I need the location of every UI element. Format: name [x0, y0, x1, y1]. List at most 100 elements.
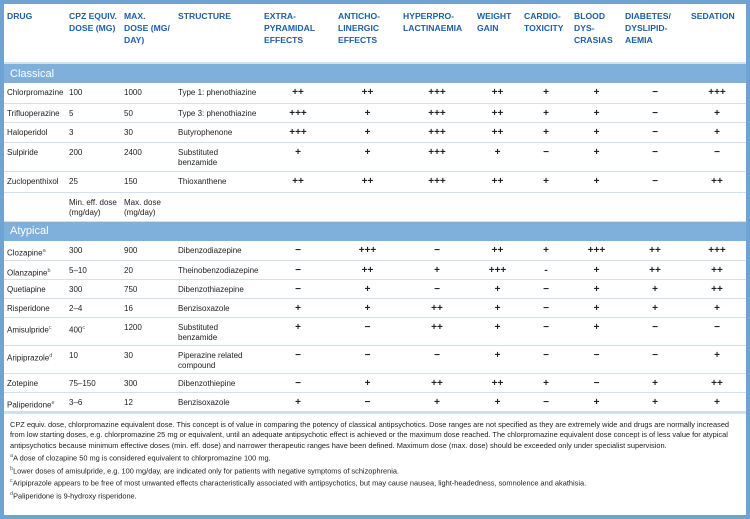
dose-value: 200 [69, 147, 83, 157]
drug-name: Sulpiride [7, 147, 39, 157]
effect-rating-cell: − [622, 83, 688, 104]
antipsychotics-table: DRUG CPZ EQUIV. DOSE (MG) MAX. DOSE (MG/ D… [4, 4, 746, 412]
effect-rating-cell: − [521, 392, 571, 412]
dose-cell: 3 [66, 122, 121, 143]
effect-rating-cell: + [521, 240, 571, 261]
effect-rating-cell: + [571, 317, 622, 346]
effect-rating-cell: − [622, 345, 688, 374]
effect-rating-cell: ++ [335, 260, 400, 280]
effect-rating-cell: − [335, 345, 400, 374]
max-dose-cell: 30 [121, 122, 175, 143]
effect-rating-cell: ++ [688, 260, 746, 280]
effect-rating-cell: +++ [400, 171, 474, 193]
dose-value: 3–6 [69, 398, 83, 407]
drug-cell: Haloperidol [4, 122, 66, 143]
effect-rating-cell: + [261, 392, 335, 412]
effect-rating-cell: +++ [400, 122, 474, 143]
drug-name: Chlorpromazine [7, 88, 64, 97]
max-dose-cell: 1200 [121, 317, 175, 346]
max-dose-cell: 900 [121, 240, 175, 261]
footnote: aA dose of clozapine 50 mg is considered… [10, 451, 740, 464]
effect-rating-cell: + [688, 392, 746, 412]
effect-rating-cell: + [400, 392, 474, 412]
dose-cell: 25 [66, 171, 121, 193]
dose-value: 5–10 [69, 266, 87, 275]
dose-cell: 400c [66, 317, 121, 346]
effect-rating-cell: + [335, 142, 400, 172]
effect-rating-cell: ++ [400, 317, 474, 346]
effect-rating-cell: + [335, 103, 400, 123]
footnote-marker: c [10, 478, 13, 485]
table-row: Sulpiride 200 2400 Substituted benzamide + + +… [4, 142, 746, 172]
footnote-marker: b [10, 465, 14, 472]
drug-cell: Zuclopenthixol [4, 171, 66, 193]
effect-rating-cell: ++ [474, 171, 521, 193]
drug-cell: Chlorpromazine [4, 83, 66, 104]
dose-cell: 100 [66, 83, 121, 104]
section-label: Atypical [4, 221, 746, 241]
effect-rating-cell: ++ [261, 171, 335, 193]
subheader-row: Min. eff. dose (mg/day) Max. dose (mg/day… [4, 192, 746, 222]
effect-rating-cell: − [400, 240, 474, 261]
effect-rating-cell: + [521, 83, 571, 104]
footnote-marker: e [51, 400, 55, 406]
effect-rating-cell: + [474, 142, 521, 172]
effect-rating-cell: + [474, 345, 521, 374]
effect-rating-cell: − [521, 142, 571, 172]
dose-cell: 75–150 [66, 373, 121, 393]
footnote-marker: d [10, 491, 14, 498]
dose-cell: 2–4 [66, 298, 121, 318]
max-dose-cell: 20 [121, 260, 175, 280]
footnote: bLower doses of amisulpride, e.g. 100 mg… [10, 464, 740, 477]
effect-rating-cell: + [571, 298, 622, 318]
classical-section-header: Classical [4, 63, 746, 83]
footnote-text: Paliperidone is 9-hydroxy risperidone. [13, 491, 137, 501]
effect-rating-cell: + [622, 392, 688, 412]
effect-rating-cell: - [521, 260, 571, 280]
dose-value: 100 [69, 88, 83, 97]
column-header: HYPERPRO-LACTINAEMIA [400, 4, 474, 64]
effect-rating-cell: +++ [261, 122, 335, 143]
empty-cell [175, 192, 746, 222]
max-dose-cell: 12 [121, 392, 175, 412]
atypical-section-header: Atypical [4, 221, 746, 241]
structure-cell: Substituted benzamide [175, 142, 261, 172]
drug-name: Amisulpride [7, 325, 49, 335]
structure-cell: Dibenzodiazepine [175, 240, 261, 261]
max-dose-cell: 2400 [121, 142, 175, 172]
effect-rating-cell: + [571, 122, 622, 143]
effect-rating-cell: + [335, 122, 400, 143]
effect-rating-cell: ++ [335, 171, 400, 193]
dose-value: 10 [69, 351, 78, 360]
table-row: Chlorpromazine 100 1000 Type 1: phenothiazi… [4, 83, 746, 104]
column-header: MAX. DOSE (MG/ DAY) [121, 4, 175, 64]
effect-rating-cell: +++ [688, 83, 746, 104]
effect-rating-cell: + [571, 171, 622, 193]
drug-cell: Paliperidonee [4, 392, 66, 412]
footnote-text: A dose of clozapine 50 mg is considered … [13, 453, 271, 463]
effect-rating-cell: ++ [688, 171, 746, 193]
effect-rating-cell: + [261, 317, 335, 346]
table-row: Aripiprazoled 10 30 Piperazine related comp… [4, 345, 746, 374]
effect-rating-cell: ++ [474, 122, 521, 143]
effect-rating-cell: − [261, 240, 335, 261]
effect-rating-cell: − [571, 345, 622, 374]
effect-rating-cell: + [571, 83, 622, 104]
max-dose-cell: 16 [121, 298, 175, 318]
effect-rating-cell: − [622, 317, 688, 346]
effect-rating-cell: − [261, 279, 335, 299]
column-header: CPZ EQUIV. DOSE (MG) [66, 4, 121, 64]
effect-rating-cell: + [521, 103, 571, 123]
effect-rating-cell: + [571, 142, 622, 172]
effect-rating-cell: + [571, 392, 622, 412]
drug-cell: Risperidone [4, 298, 66, 318]
drug-cell: Trifluoperazine [4, 103, 66, 123]
dose-value: 3 [69, 127, 74, 137]
column-header: DRUG [4, 4, 66, 64]
max-dose-cell: 50 [121, 103, 175, 123]
effect-rating-cell: + [521, 171, 571, 193]
dose-cell: 3–6 [66, 392, 121, 412]
drug-cell: Amisulpridec [4, 317, 66, 346]
drug-name: Quetiapine [7, 285, 46, 294]
